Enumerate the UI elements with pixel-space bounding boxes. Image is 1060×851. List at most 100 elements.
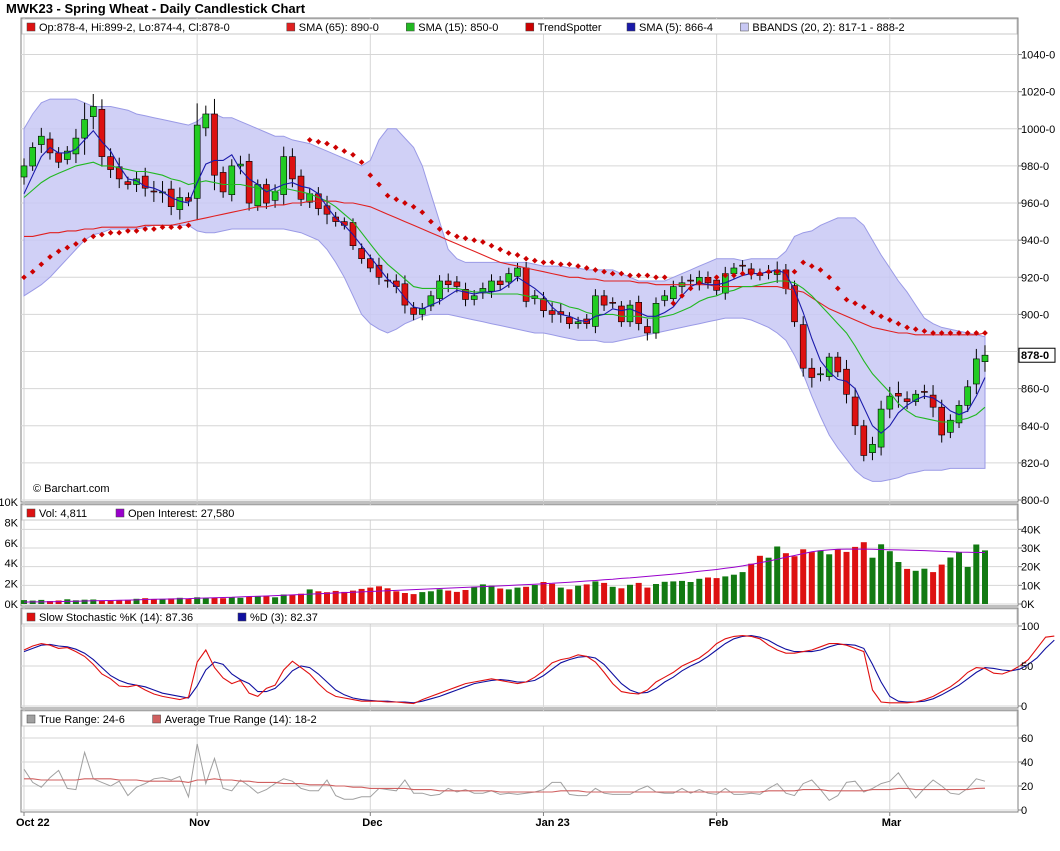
open-interest-line: [23, 548, 985, 603]
trendspotter-dot: [445, 229, 452, 236]
price-legend-swatch: [26, 22, 36, 32]
trendspotter-dot: [653, 274, 659, 281]
volume-bar: [367, 587, 374, 604]
trendspotter-dot: [852, 300, 858, 307]
candle: [834, 356, 842, 373]
candle: [55, 152, 62, 163]
volume-bar: [168, 598, 175, 604]
volume-legend-swatch: [115, 508, 125, 518]
volume-bar: [133, 598, 140, 604]
volume-bar: [220, 598, 227, 604]
volume-bar: [938, 564, 945, 604]
candle: [895, 392, 902, 397]
stoch-legend-swatch: [237, 612, 247, 622]
candle: [981, 354, 989, 363]
range-legend-entry: Average True Range (14): 18-2: [165, 714, 317, 726]
volume-bar: [756, 555, 763, 604]
volume-bar: [852, 546, 859, 604]
volume-bar: [246, 596, 253, 604]
trendspotter-dot: [834, 285, 841, 292]
volume-bar: [592, 581, 599, 604]
volume-bar: [462, 590, 469, 604]
trendspotter-dot: [904, 324, 910, 331]
volume-bar: [765, 557, 772, 604]
trendspotter-dot: [90, 233, 97, 240]
candle: [392, 280, 400, 287]
trendspotter-dot: [817, 267, 824, 273]
price-legend-entry: Op:878-4, Hi:899-2, Lo:874-4, Cl:878-0: [39, 22, 230, 34]
last-price-tag: [1018, 347, 1056, 363]
candle: [799, 324, 807, 369]
trendspotter-dot: [973, 330, 980, 336]
volume-bar: [800, 549, 807, 604]
volume-bar: [583, 584, 590, 604]
volume-bar: [566, 589, 573, 604]
volume-tick-left: 6K: [5, 538, 19, 550]
volume-bar: [384, 588, 391, 604]
price-tick-label: 940-0: [1021, 235, 1049, 247]
volume-bar: [116, 600, 123, 604]
trendspotter-dot: [860, 304, 867, 310]
candle: [37, 135, 45, 145]
volume-bar: [445, 590, 452, 604]
trendspotter-dot: [635, 272, 642, 279]
volume-bar: [748, 563, 755, 604]
trendspotter-dot: [557, 261, 564, 268]
candle: [453, 281, 461, 287]
volume-bar: [358, 588, 365, 604]
trendspotter-dot: [705, 276, 711, 282]
trendspotter-dot: [436, 226, 443, 232]
candle: [436, 280, 443, 299]
price-legend-swatch: [286, 22, 296, 32]
volume-bar: [306, 589, 313, 604]
trendspotter-dot: [531, 257, 538, 264]
trendspotter-dot: [947, 330, 954, 336]
x-tick-label: Nov: [189, 817, 211, 829]
stoch-legend-entry: Slow Stochastic %K (14): 87.36: [39, 612, 193, 624]
volume-bar: [81, 599, 88, 604]
trendspotter-dot: [549, 259, 555, 266]
trendspotter-dot: [757, 270, 763, 277]
trendspotter-dot: [687, 285, 694, 292]
trendspotter-dot: [81, 237, 88, 244]
sma65-line: [24, 200, 986, 336]
trendspotter-dot: [886, 317, 893, 323]
volume-bar: [72, 600, 79, 604]
volume-bar: [298, 593, 304, 604]
candle: [64, 150, 71, 160]
volume-bar: [540, 582, 547, 604]
trendspotter-dot: [878, 313, 884, 320]
candle: [470, 295, 478, 300]
trendspotter-dot: [393, 196, 400, 203]
range-legend-swatch: [26, 714, 36, 724]
volume-bar: [817, 550, 824, 604]
stoch-legend-entry: %D (3): 82.37: [250, 612, 318, 624]
candle: [358, 248, 365, 259]
candle: [245, 161, 253, 204]
volume-bar: [176, 597, 183, 604]
price-legend-entry: SMA (5): 866-4: [639, 22, 713, 34]
trendspotter-dot: [912, 326, 919, 333]
volume-bar: [549, 583, 556, 604]
x-tick-label: Dec: [362, 817, 382, 829]
volume-bar: [973, 544, 980, 604]
volume-bar: [609, 586, 616, 604]
trendspotter-dot: [505, 250, 512, 257]
volume-legend-box: [21, 504, 1018, 521]
trendspotter-dot: [462, 235, 469, 242]
volume-bar: [601, 582, 608, 604]
trendspotter-dot: [142, 226, 149, 232]
trendspotter-dot: [159, 224, 166, 231]
volume-tick-left: 0K: [5, 599, 19, 611]
volume-bar: [982, 550, 988, 604]
volume-bar: [263, 595, 270, 604]
candle: [626, 304, 634, 323]
volume-bar: [964, 566, 971, 604]
volume-bar: [341, 591, 348, 604]
volume-bar: [730, 574, 737, 604]
volume-bar: [194, 597, 201, 604]
trendspotter-dot: [306, 137, 313, 143]
volume-bar: [739, 572, 746, 604]
candle: [791, 285, 798, 323]
volume-bar: [436, 589, 443, 604]
